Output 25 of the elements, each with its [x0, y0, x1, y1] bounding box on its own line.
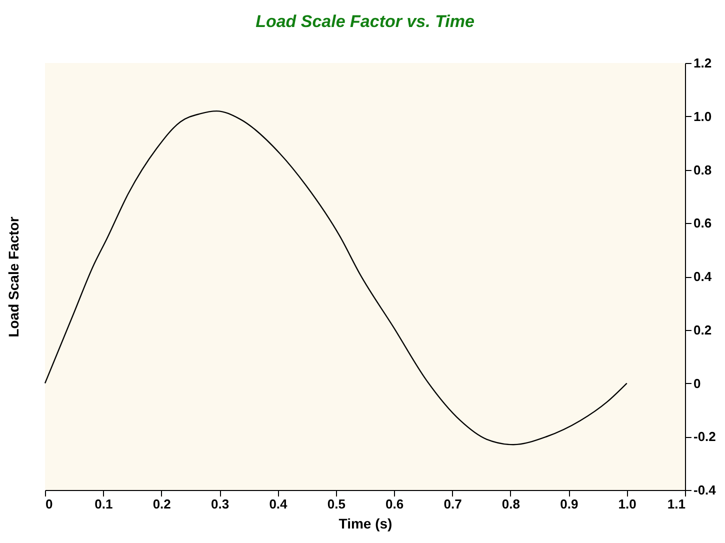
x-tick-label: 0 [46, 496, 53, 512]
y-tick-label: -0.2 [694, 429, 716, 444]
y-tick-label: 1.0 [694, 108, 712, 124]
y-tick-label: 1.2 [694, 56, 712, 70]
y-tick-label: 0.8 [694, 162, 712, 178]
x-tick-label: 0.9 [560, 496, 578, 512]
y-axis-title: Load Scale Factor [6, 216, 22, 338]
x-tick-label: 0.7 [444, 496, 462, 512]
y-tick-label: 0.2 [694, 322, 712, 338]
x-tick-label: 0.1 [94, 496, 113, 512]
y-tick-label: 0.4 [694, 269, 712, 284]
y-tick-label: -0.4 [694, 482, 717, 498]
x-axis-title: Time (s) [338, 516, 392, 532]
x-tick-label: 0.8 [502, 496, 520, 512]
x-tick-label: 0.6 [386, 496, 404, 512]
x-tick-label: 1.1 [667, 496, 686, 512]
x-tick-label: 1.0 [618, 496, 636, 512]
x-tick-label: 0.2 [152, 496, 171, 512]
y-tick-label: 0.6 [694, 216, 712, 231]
chart-title: Load Scale Factor vs. Time [256, 12, 474, 31]
line-series [44, 110, 628, 446]
x-tick-label: 0.4 [269, 496, 288, 512]
y-tick-label: 0 [694, 376, 701, 391]
x-tick-label: 0.3 [211, 496, 230, 512]
x-tick-label: 0.5 [327, 496, 346, 512]
